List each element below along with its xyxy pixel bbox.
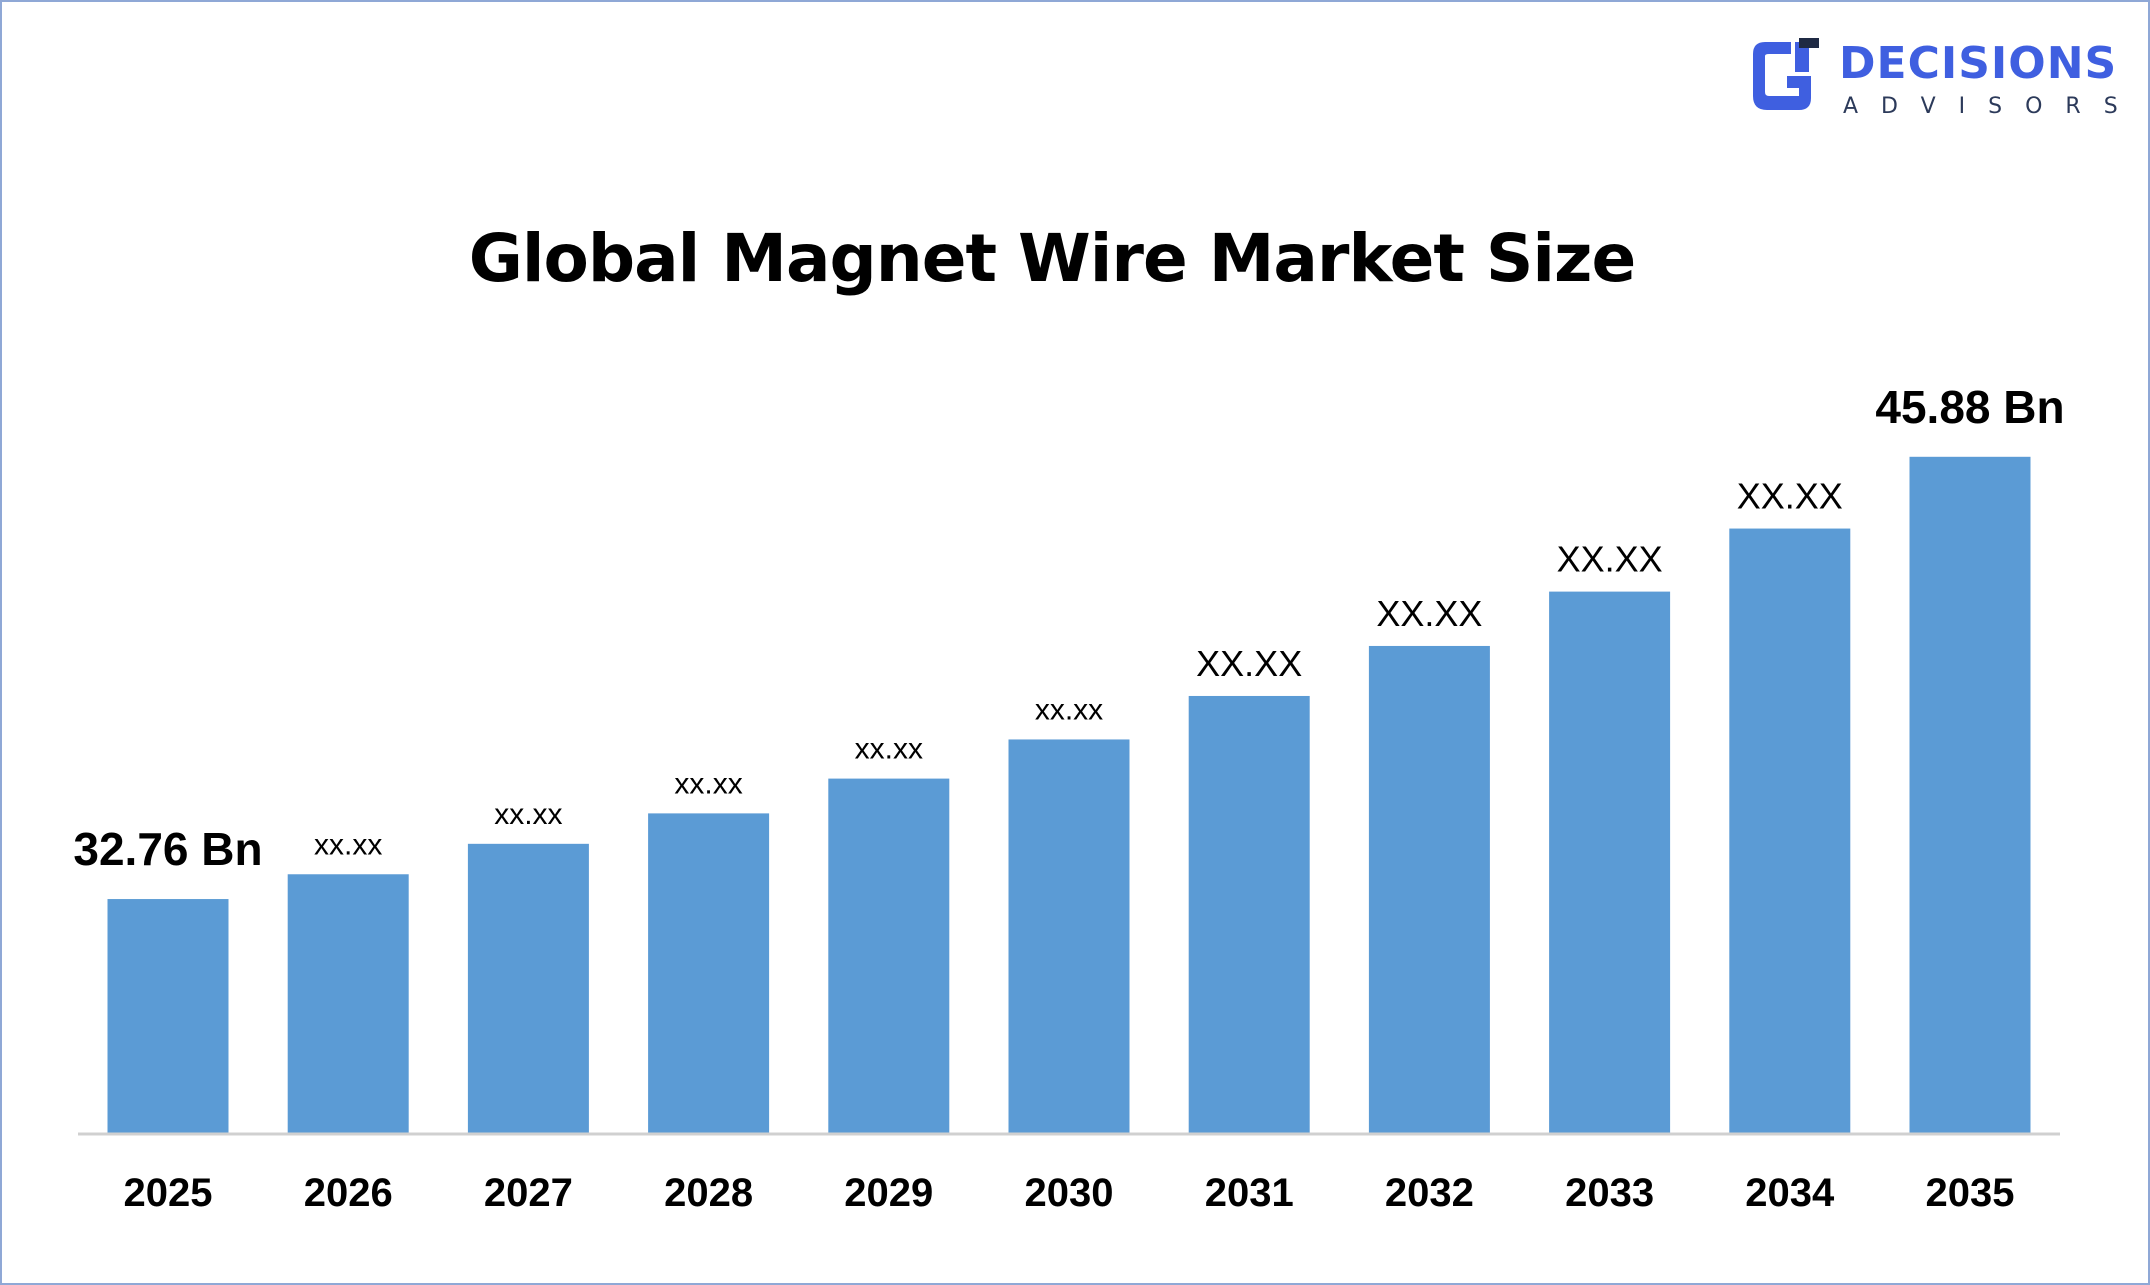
logo-wordmark: DECISIONS [1839,38,2118,89]
x-tick-label-2032: 2032 [1385,1171,1474,1215]
x-tick-label-2028: 2028 [664,1171,753,1215]
x-tick-label-2034: 2034 [1745,1171,1835,1215]
x-tick-label-2029: 2029 [844,1171,933,1215]
decisions-advisors-logo: DECISIONS ADVISORS [1747,34,2127,124]
data-label-2028: xx.xx [674,767,742,800]
data-label-2026: xx.xx [314,828,382,861]
x-tick-label-2033: 2033 [1565,1171,1654,1215]
bar-2027 [467,843,589,1133]
bar-2034 [1729,528,1851,1133]
x-tick-label-2031: 2031 [1205,1171,1294,1215]
bar-2030 [1008,739,1130,1133]
data-label-2025: 32.76 Bn [73,823,262,875]
data-label-2032: XX.XX [1376,593,1482,634]
x-tick-label-2027: 2027 [484,1171,573,1215]
bar-2026 [287,874,409,1133]
data-label-2034: XX.XX [1737,476,1843,517]
bar-2029 [828,778,950,1133]
logo-mark-icon [1753,38,1819,110]
chart-title: Global Magnet Wire Market Size [468,220,1636,297]
data-label-2031: XX.XX [1196,643,1302,684]
bar-2031 [1188,695,1310,1133]
bar-2032 [1368,645,1490,1133]
bar-2025 [107,899,229,1133]
bar-2028 [648,813,770,1133]
data-label-2035: 45.88 Bn [1875,381,2064,433]
data-label-2029: xx.xx [855,733,923,766]
data-label-2030: xx.xx [1035,693,1103,726]
x-tick-label-2030: 2030 [1025,1171,1114,1215]
x-tick-label-2026: 2026 [304,1171,393,1215]
bar-2033 [1549,591,1671,1133]
data-label-2027: xx.xx [494,798,562,831]
bar-2035 [1909,456,2031,1134]
logo-subtitle: ADVISORS [1843,94,2141,119]
x-tick-label-2035: 2035 [1926,1171,2015,1215]
data-label-2033: XX.XX [1557,539,1663,580]
x-tick-label-2025: 2025 [124,1171,213,1215]
